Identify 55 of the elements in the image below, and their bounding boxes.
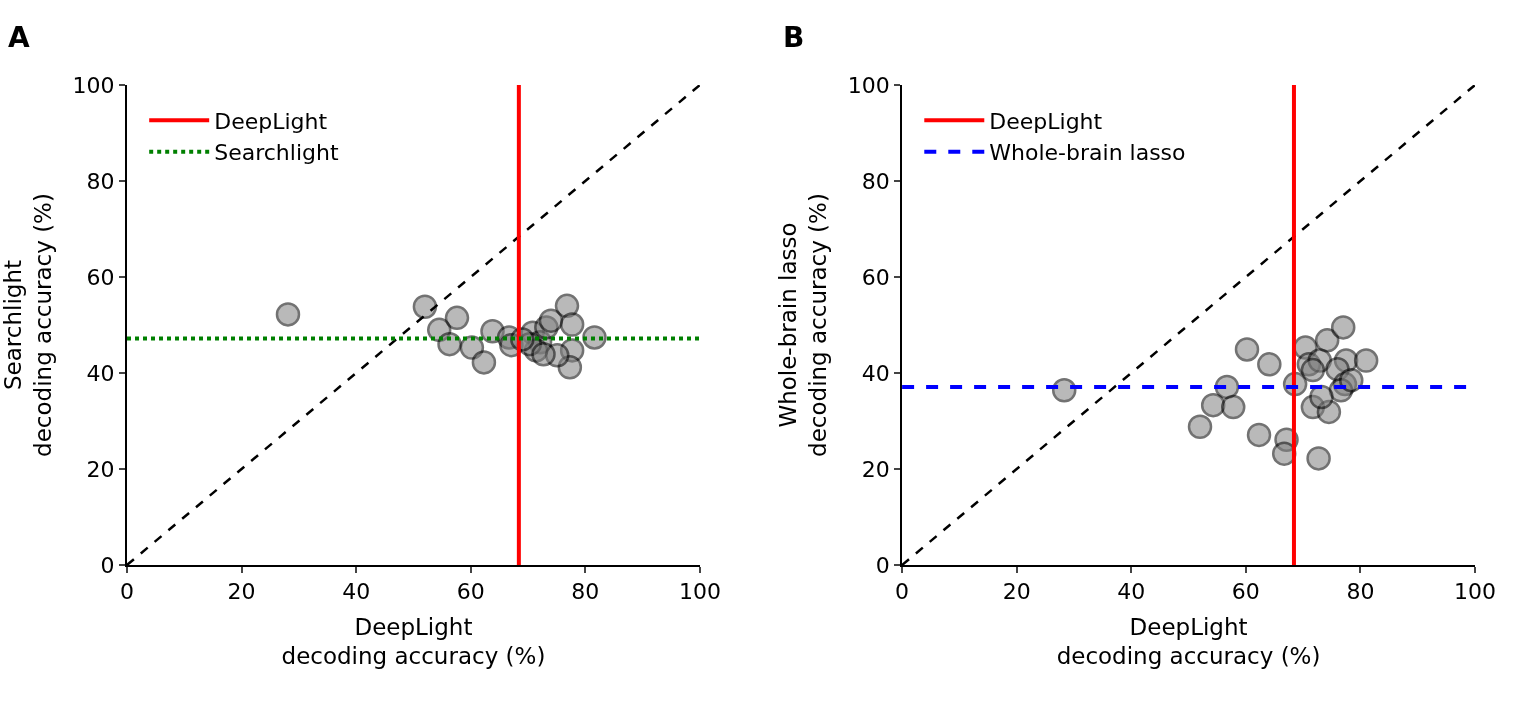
x-tick-label: 100 xyxy=(678,579,721,605)
legend-label: DeepLight xyxy=(214,108,328,134)
y-tick-label: 20 xyxy=(861,456,890,482)
y-tick-label: 60 xyxy=(86,264,115,290)
y-tick-label: 80 xyxy=(861,168,890,194)
point xyxy=(554,293,580,319)
x-axis-title: DeepLight decoding accuracy (%) xyxy=(1056,613,1321,670)
point xyxy=(1051,378,1077,403)
legend-label: Searchlight xyxy=(214,140,339,166)
x-tick-label: 40 xyxy=(1117,579,1146,605)
point xyxy=(1339,367,1364,393)
x-tick-label: 0 xyxy=(120,579,134,605)
y-tick-label: 0 xyxy=(875,552,890,578)
y-axis-title: Whole-brain lasso decoding accuracy (%) xyxy=(774,193,831,457)
point xyxy=(531,342,556,367)
x-tick-label: 0 xyxy=(895,579,910,605)
point xyxy=(1221,394,1246,420)
point xyxy=(1257,352,1282,377)
legend-label: Whole-brain lasso xyxy=(989,140,1186,166)
y-tick-label: 100 xyxy=(72,72,115,98)
y-tick-label: 40 xyxy=(86,360,115,386)
y-tick-label: 20 xyxy=(86,456,115,482)
point xyxy=(1300,357,1326,383)
y-tick-label: 40 xyxy=(861,360,890,386)
point xyxy=(1353,348,1379,373)
chart-title: B xyxy=(783,21,805,54)
point xyxy=(538,308,564,333)
legend-label: DeepLight xyxy=(989,108,1103,134)
point xyxy=(444,305,470,331)
point xyxy=(1330,315,1356,340)
x-tick-label: 80 xyxy=(571,579,600,605)
x-tick-label: 80 xyxy=(1346,579,1375,605)
point xyxy=(275,302,301,327)
chart-title: A xyxy=(8,21,30,54)
point xyxy=(1234,337,1260,362)
x-tick-label: 60 xyxy=(456,579,485,605)
point xyxy=(471,350,497,375)
y-tick-label: 100 xyxy=(847,72,890,98)
x-tick-label: 20 xyxy=(1002,579,1031,605)
point xyxy=(1200,392,1226,418)
x-axis-title: DeepLight decoding accuracy (%) xyxy=(281,613,546,670)
y-tick-label: 60 xyxy=(861,264,890,290)
x-tick-label: 60 xyxy=(1231,579,1260,605)
y-tick-label: 80 xyxy=(86,168,115,194)
point xyxy=(1309,384,1334,410)
point xyxy=(412,294,438,319)
point xyxy=(1306,446,1331,471)
point xyxy=(1246,422,1272,448)
y-axis-title: Searchlight decoding accuracy (%) xyxy=(0,193,56,457)
x-tick-label: 100 xyxy=(1454,579,1496,605)
point xyxy=(559,312,585,337)
x-tick-label: 20 xyxy=(227,579,256,605)
y-tick-label: 0 xyxy=(100,552,115,578)
point xyxy=(1187,414,1213,439)
x-tick-label: 40 xyxy=(342,579,371,605)
